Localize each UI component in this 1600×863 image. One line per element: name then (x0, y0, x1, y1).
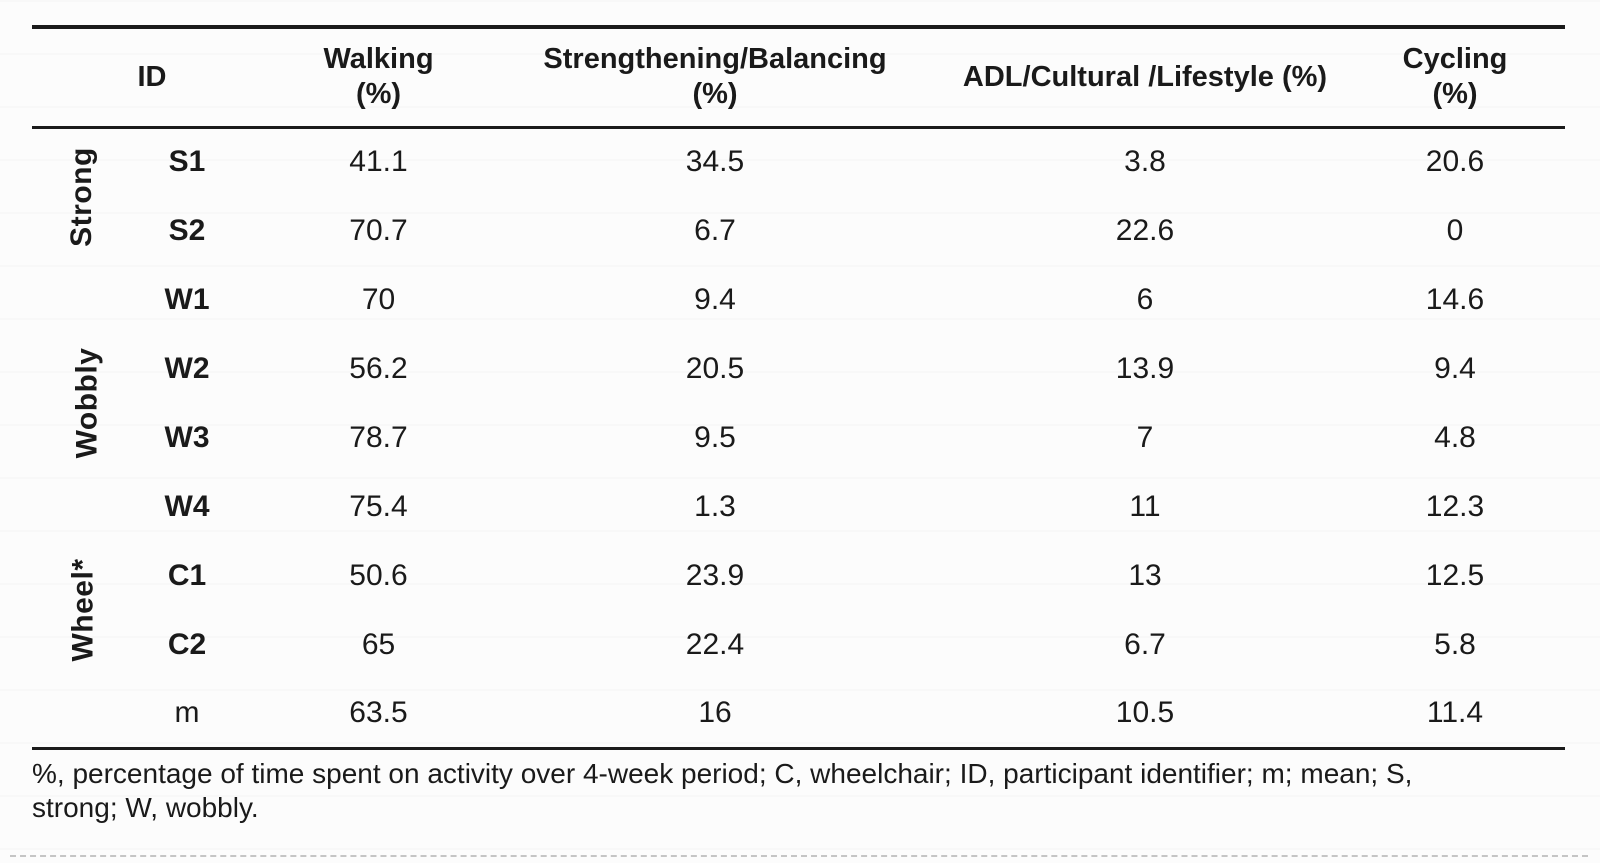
table-body: Strong S1 41.1 34.5 3.8 20.6 S2 70.7 6.7… (32, 127, 1565, 748)
table-footnote: %, percentage of time spent on activity … (32, 757, 1413, 823)
participant-id-s2: S2 (168, 213, 206, 247)
col-header-id: ID (137, 60, 167, 93)
cell-cycling-mean: 11.4 (1426, 695, 1484, 729)
cell-walking-c2: 65 (361, 627, 396, 661)
cell-cycling-c1: 12.5 (1425, 558, 1485, 592)
table-row-w2: W2 56.2 20.5 13.9 9.4 (32, 334, 1565, 403)
header-row: ID Walking (%) Strengthening/Balancing (… (32, 27, 1565, 127)
col-header-cycling: Cycling (%) (1402, 43, 1508, 111)
participant-id-w2: W2 (164, 351, 210, 385)
table-row-c1: Wheel* C1 50.6 23.9 13 12.5 (32, 541, 1565, 661)
cell-walking-w3: 78.7 (349, 420, 408, 454)
cell-cycling-w3: 4.8 (1434, 420, 1476, 454)
cell-cycling-w2: 9.4 (1434, 351, 1476, 385)
table-row-w4: W4 75.4 1.3 11 12.3 (32, 472, 1565, 541)
cell-adl-c2: 6.7 (1124, 627, 1166, 661)
cell-walking-s2: 70.7 (349, 213, 408, 247)
cell-strengthening-s1: 34.5 (685, 145, 745, 179)
cell-strengthening-w1: 9.4 (694, 282, 736, 316)
cell-strengthening-c2: 22.4 (685, 627, 745, 661)
cell-walking-w4: 75.4 (349, 489, 408, 523)
col-header-strengthening: Strengthening/Balancing (%) (543, 43, 887, 111)
participant-id-mean: m (174, 695, 200, 729)
cell-walking-mean: 63.5 (349, 695, 408, 729)
activity-percentage-table: ID Walking (%) Strengthening/Balancing (… (32, 25, 1565, 750)
cell-strengthening-w2: 20.5 (685, 351, 745, 385)
cell-adl-s2: 22.6 (1115, 213, 1175, 247)
cell-cycling-c2: 5.8 (1434, 627, 1476, 661)
col-header-adl: ADL/Cultural /Lifestyle (%) (962, 60, 1328, 93)
cell-cycling-s2: 0 (1446, 213, 1464, 247)
table-row-s2: S2 70.7 6.7 22.6 0 (32, 196, 1565, 265)
cell-adl-w4: 11 (1129, 489, 1161, 523)
participant-id-w3: W3 (164, 420, 210, 454)
table-region: ID Walking (%) Strengthening/Balancing (… (32, 25, 1565, 825)
cell-walking-s1: 41.1 (349, 145, 408, 179)
table-row-c2: C2 65 22.4 6.7 5.8 (32, 610, 1565, 679)
table-row-mean: m 63.5 16 10.5 11.4 (32, 679, 1565, 748)
group-label-strong: Strong (64, 146, 98, 247)
table-header: ID Walking (%) Strengthening/Balancing (… (32, 27, 1565, 127)
participant-id-s1: S1 (168, 145, 206, 179)
scan-artifact-line (10, 855, 1588, 857)
participant-id-c1: C1 (167, 558, 207, 592)
col-header-walking: Walking (%) (323, 43, 434, 111)
table-row-w3: W3 78.7 9.5 7 4.8 (32, 403, 1565, 472)
row-group-wobbly: Wobbly (32, 265, 104, 541)
row-group-strong: Strong (32, 127, 102, 265)
cell-adl-w1: 6 (1136, 282, 1154, 316)
cell-walking-c1: 50.6 (349, 558, 408, 592)
cell-walking-w2: 56.2 (349, 351, 408, 385)
cell-strengthening-c1: 23.9 (685, 558, 745, 592)
participant-id-c2: C2 (167, 627, 207, 661)
cell-strengthening-w4: 1.3 (694, 489, 736, 523)
row-group-empty (32, 679, 102, 748)
cell-adl-c1: 13 (1128, 558, 1162, 592)
cell-adl-w2: 13.9 (1115, 351, 1175, 385)
cell-strengthening-mean: 16 (698, 695, 732, 729)
cell-adl-mean: 10.5 (1115, 695, 1175, 729)
cell-strengthening-s2: 6.7 (694, 213, 736, 247)
cell-strengthening-w3: 9.5 (694, 420, 736, 454)
participant-id-w4: W4 (164, 489, 210, 523)
cell-adl-w3: 7 (1136, 420, 1154, 454)
participant-id-w1: W1 (164, 282, 210, 316)
cell-cycling-w1: 14.6 (1425, 282, 1485, 316)
cell-walking-w1: 70 (361, 282, 396, 316)
table-row-s1: Strong S1 41.1 34.5 3.8 20.6 (32, 127, 1565, 246)
cell-cycling-w4: 12.3 (1425, 489, 1485, 523)
row-group-wheel: Wheel* (32, 541, 102, 679)
table-row-w1: Wobbly W1 70 9.4 6 14.6 (32, 265, 1565, 459)
cell-cycling-s1: 20.6 (1425, 145, 1485, 179)
group-label-wobbly: Wobbly (70, 347, 104, 459)
group-label-wheel: Wheel* (66, 558, 100, 662)
cell-adl-s1: 3.8 (1124, 145, 1166, 179)
